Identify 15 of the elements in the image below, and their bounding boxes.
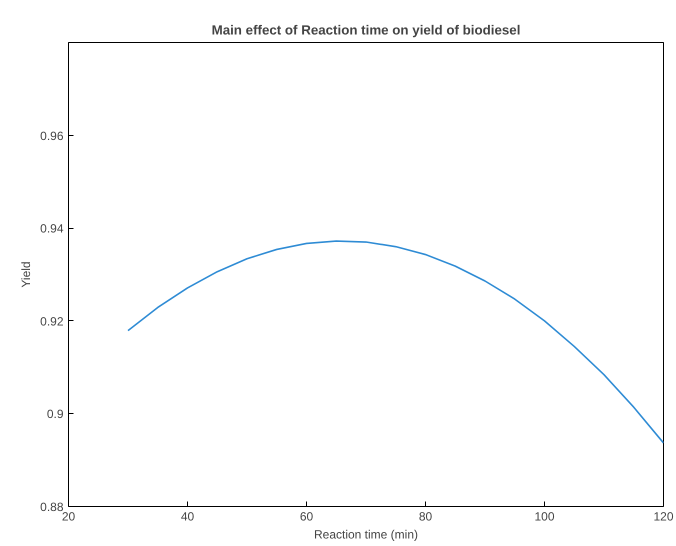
x-axis-title: Reaction time (min) <box>314 528 418 542</box>
x-tick-label: 60 <box>300 510 314 524</box>
y-tick-label: 0.88 <box>40 500 64 514</box>
x-tick-label: 40 <box>180 510 194 524</box>
chart-title: Main effect of Reaction time on yield of biodiesel <box>212 22 520 38</box>
x-tick-label: 100 <box>534 510 555 524</box>
y-tick-label: 0.92 <box>40 314 64 328</box>
y-axis-title: Yield <box>19 261 34 288</box>
x-tick-label: 120 <box>653 510 674 524</box>
y-tick-label: 0.94 <box>40 222 64 236</box>
line-series <box>127 240 664 444</box>
y-tick-label: 0.9 <box>46 407 64 422</box>
x-tick-label: 20 <box>62 510 76 524</box>
x-tick-label: 80 <box>418 510 432 524</box>
y-tick-label: 0.96 <box>40 128 64 143</box>
